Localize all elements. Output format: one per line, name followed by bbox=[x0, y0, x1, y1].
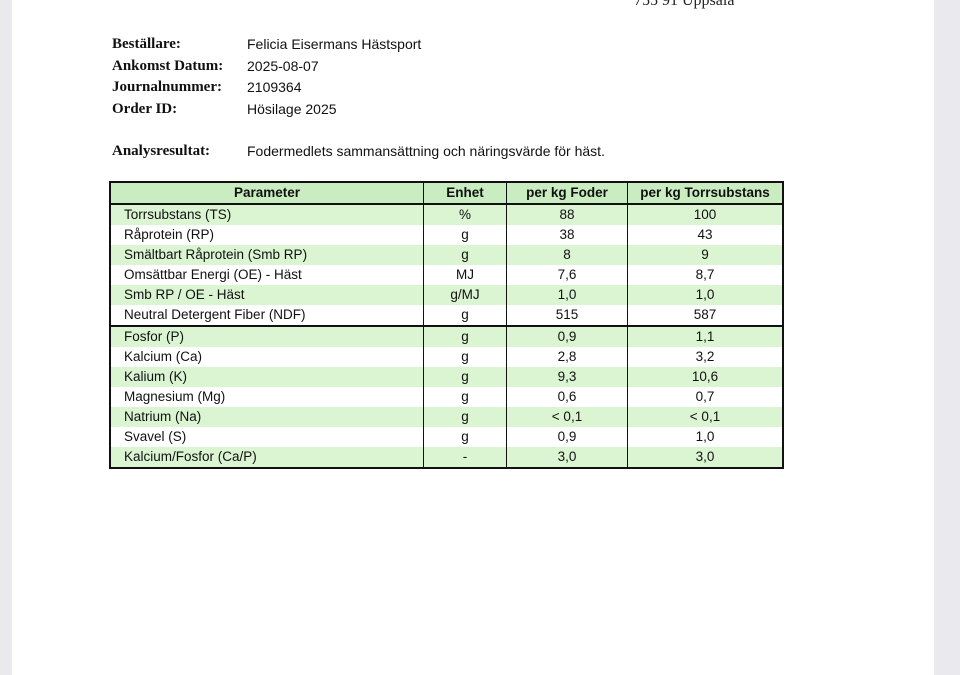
per-kg-feed-cell: 0,9 bbox=[506, 427, 628, 447]
per-kg-dm-cell: 43 bbox=[627, 225, 783, 245]
column-header: Enhet bbox=[423, 182, 507, 205]
per-kg-dm-cell: 8,7 bbox=[627, 265, 783, 285]
meta-label: Ankomst Datum: bbox=[112, 57, 224, 74]
column-header: per kg Foder bbox=[506, 182, 628, 205]
parameter-cell: Natrium (Na) bbox=[110, 407, 424, 427]
table-row: Smb RP / OE - Häst g/MJ 1,0 1,0 bbox=[110, 285, 783, 305]
per-kg-feed-cell: 515 bbox=[506, 305, 628, 326]
per-kg-feed-cell: 7,6 bbox=[506, 265, 628, 285]
per-kg-dm-cell: 10,6 bbox=[627, 367, 783, 387]
parameter-cell: Magnesium (Mg) bbox=[124, 389, 226, 404]
table-row: Råprotein (RP) g 38 43 bbox=[110, 225, 783, 245]
document-page: 755 91 Uppsala Beställare: Felicia Eiserm… bbox=[12, 0, 934, 675]
table-row: Torrsubstans (TS)% 88 100 bbox=[110, 204, 783, 225]
parameter-cell: Omsättbar Energi (OE) - Häst bbox=[124, 267, 302, 282]
per-kg-feed-cell: 0,9 bbox=[506, 325, 628, 347]
per-kg-dm-cell: 0,7 bbox=[627, 387, 783, 407]
unit-cell: g bbox=[423, 245, 507, 265]
parameter-cell: Neutral Detergent Fiber (NDF) bbox=[124, 307, 306, 322]
parameter-cell: Kalcium/Fosfor (Ca/P) bbox=[110, 447, 424, 468]
meta-value: Felicia Eisermans Hästsport bbox=[247, 36, 422, 52]
table-header: Parameter Enhet per kg Foder per kg Torrsub… bbox=[110, 182, 783, 205]
table-row: Kalcium (Ca) g 2,8 3,2 bbox=[110, 347, 783, 367]
per-kg-dm-cell: 3,2 bbox=[627, 347, 783, 367]
per-kg-dm-cell: 587 bbox=[627, 305, 783, 326]
per-kg-dm-cell: 1,1 bbox=[627, 325, 783, 347]
unit-cell: MJ bbox=[423, 265, 507, 285]
per-kg-dm-cell: 3,0 bbox=[627, 447, 783, 468]
table-row: Smältbart Råprotein (Smb RP) g 8 9 bbox=[110, 245, 783, 265]
meta-value: 2109364 bbox=[247, 79, 302, 95]
meta-label: Beställare: bbox=[112, 36, 181, 52]
unit-cell: g bbox=[423, 347, 507, 367]
per-kg-dm-cell: 100 bbox=[627, 204, 783, 225]
table-row: Neutral Detergent Fiber (NDF) g 515 587 bbox=[110, 305, 783, 326]
table-row: Svavel (S) g 0,9 1,0 bbox=[110, 427, 783, 447]
unit-cell: g bbox=[423, 225, 507, 245]
column-header: Parameter bbox=[110, 182, 424, 205]
per-kg-feed-cell: 0,6 bbox=[506, 387, 628, 407]
per-kg-dm-cell: 9 bbox=[627, 245, 783, 265]
per-kg-feed-cell: < 0,1 bbox=[506, 407, 628, 427]
analysis-value: Fodermedlets sammansättning och näringsv… bbox=[247, 143, 605, 159]
unit-cell: % bbox=[423, 204, 507, 225]
per-kg-feed-cell: 9,3 bbox=[506, 367, 628, 387]
parameter-cell: Smältbart Råprotein (Smb RP) bbox=[110, 245, 424, 265]
parameter-cell: Smb RP / OE - Häst bbox=[110, 285, 424, 305]
parameter-cell: Kalium (K) bbox=[110, 367, 424, 387]
per-kg-feed-cell: 8 bbox=[506, 245, 628, 265]
parameter-cell: Kalcium (Ca) bbox=[124, 349, 203, 364]
unit-cell: g bbox=[423, 305, 507, 326]
meta-value: 2025-08-07 bbox=[247, 57, 319, 74]
table-row: Kalcium/Fosfor (Ca/P) -3,0 3,0 bbox=[110, 447, 783, 468]
unit-cell: g/MJ bbox=[423, 285, 507, 305]
parameter-cell: Fosfor (P) bbox=[110, 325, 424, 347]
per-kg-dm-cell: 1,0 bbox=[627, 285, 783, 305]
per-kg-feed-cell: 3,0 bbox=[506, 447, 628, 468]
table-row: Kalium (K) g 9,3 10,6 bbox=[110, 367, 783, 387]
per-kg-feed-cell: 2,8 bbox=[506, 347, 628, 367]
parameter-cell: Råprotein (RP) bbox=[124, 227, 215, 242]
per-kg-dm-cell: < 0,1 bbox=[627, 407, 783, 427]
column-header: per kg Torrsubstans bbox=[627, 182, 783, 205]
unit-cell: g bbox=[423, 367, 507, 387]
unit-cell: g bbox=[423, 427, 507, 447]
unit-cell: g bbox=[423, 387, 507, 407]
per-kg-feed-cell: 38 bbox=[506, 225, 628, 245]
per-kg-feed-cell: 88 bbox=[506, 204, 628, 225]
table-row: Natrium (Na) g < 0,1 < 0,1 bbox=[110, 407, 783, 427]
parameter-cell: Svavel (S) bbox=[124, 429, 187, 444]
unit-cell: g bbox=[423, 325, 507, 347]
meta-value: Hösilage 2025 bbox=[247, 100, 337, 117]
table-row: Omsättbar Energi (OE) - Häst MJ 7,6 8,7 bbox=[110, 265, 783, 285]
analysis-table: Parameter Enhet per kg Foder per kg Torrsub… bbox=[109, 181, 784, 469]
meta-label: Order ID: bbox=[112, 100, 178, 117]
unit-cell: - bbox=[423, 447, 507, 468]
meta-label: Journalnummer: bbox=[112, 79, 222, 95]
per-kg-feed-cell: 1,0 bbox=[506, 285, 628, 305]
analysis-label: Analysresultat: bbox=[112, 143, 211, 159]
address-fragment: 755 91 Uppsala bbox=[634, 0, 735, 9]
table-row: Fosfor (P) g 0,9 1,1 bbox=[110, 325, 783, 347]
per-kg-dm-cell: 1,0 bbox=[627, 427, 783, 447]
parameter-cell: Torrsubstans (TS) bbox=[110, 204, 424, 225]
unit-cell: g bbox=[423, 407, 507, 427]
table-row: Magnesium (Mg) g 0,6 0,7 bbox=[110, 387, 783, 407]
